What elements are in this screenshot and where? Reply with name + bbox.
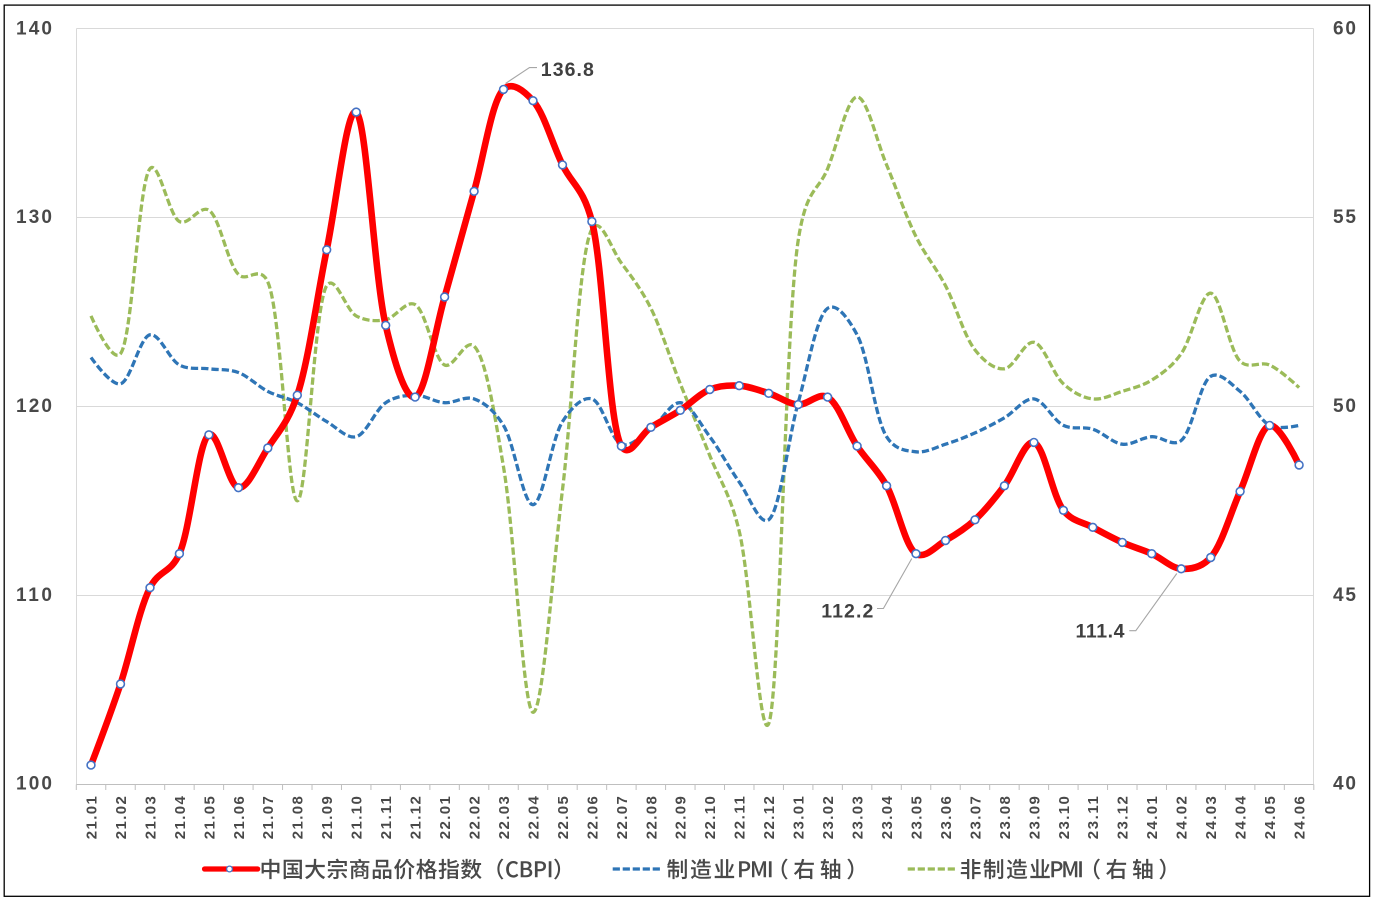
svg-text:22.08: 22.08 [643, 796, 660, 839]
svg-text:24.03: 24.03 [1203, 796, 1220, 839]
svg-text:111.4: 111.4 [1076, 621, 1125, 643]
svg-text:23.01: 23.01 [791, 796, 808, 839]
svg-text:40: 40 [1333, 774, 1356, 795]
svg-text:21.12: 21.12 [408, 796, 425, 839]
svg-text:21.06: 21.06 [231, 796, 248, 839]
svg-text:120: 120 [16, 396, 52, 417]
svg-text:23.06: 23.06 [938, 796, 955, 839]
svg-text:24.05: 24.05 [1262, 796, 1279, 839]
svg-text:22.11: 22.11 [732, 796, 749, 839]
svg-text:22.07: 22.07 [614, 796, 631, 839]
svg-text:21.03: 21.03 [142, 796, 159, 839]
svg-text:22.06: 22.06 [584, 796, 601, 839]
svg-text:21.04: 21.04 [172, 796, 189, 840]
svg-text:21.05: 21.05 [201, 796, 218, 839]
svg-text:22.10: 22.10 [702, 796, 719, 839]
svg-text:24.06: 24.06 [1292, 796, 1309, 839]
svg-text:23.11: 23.11 [1085, 796, 1102, 839]
svg-text:21.10: 21.10 [349, 796, 366, 839]
svg-text:23.03: 23.03 [850, 796, 867, 839]
svg-text:23.07: 23.07 [967, 796, 984, 839]
svg-text:22.05: 22.05 [555, 796, 572, 839]
svg-text:23.12: 23.12 [1115, 796, 1132, 839]
svg-text:22.12: 22.12 [761, 796, 778, 839]
svg-text:100: 100 [16, 774, 52, 795]
svg-text:22.02: 22.02 [467, 796, 484, 839]
svg-text:21.01: 21.01 [83, 796, 100, 839]
svg-text:21.02: 21.02 [113, 796, 130, 839]
svg-text:24.04: 24.04 [1233, 796, 1250, 840]
svg-text:22.04: 22.04 [525, 796, 542, 840]
svg-text:45: 45 [1333, 585, 1356, 606]
svg-text:140: 140 [16, 19, 52, 40]
svg-text:24.02: 24.02 [1174, 796, 1191, 839]
svg-text:21.09: 21.09 [319, 796, 336, 839]
svg-text:60: 60 [1333, 19, 1356, 40]
svg-text:21.11: 21.11 [378, 796, 395, 839]
svg-text:21.07: 21.07 [260, 796, 277, 839]
svg-text:136.8: 136.8 [541, 59, 594, 81]
svg-text:110: 110 [16, 585, 52, 606]
svg-text:50: 50 [1333, 396, 1356, 417]
svg-text:21.08: 21.08 [290, 796, 307, 839]
svg-text:23.05: 23.05 [908, 796, 925, 839]
svg-text:23.10: 23.10 [1056, 796, 1073, 839]
svg-text:22.03: 22.03 [496, 796, 513, 839]
svg-text:23.08: 23.08 [997, 796, 1014, 839]
svg-text:23.09: 23.09 [1026, 796, 1043, 839]
svg-text:112.2: 112.2 [821, 601, 873, 623]
svg-text:23.04: 23.04 [879, 796, 896, 840]
svg-text:23.02: 23.02 [820, 796, 837, 839]
svg-text:130: 130 [16, 207, 52, 228]
svg-text:22.09: 22.09 [673, 796, 690, 839]
svg-text:55: 55 [1333, 207, 1356, 228]
svg-text:22.01: 22.01 [437, 796, 454, 839]
svg-text:24.01: 24.01 [1144, 796, 1161, 839]
